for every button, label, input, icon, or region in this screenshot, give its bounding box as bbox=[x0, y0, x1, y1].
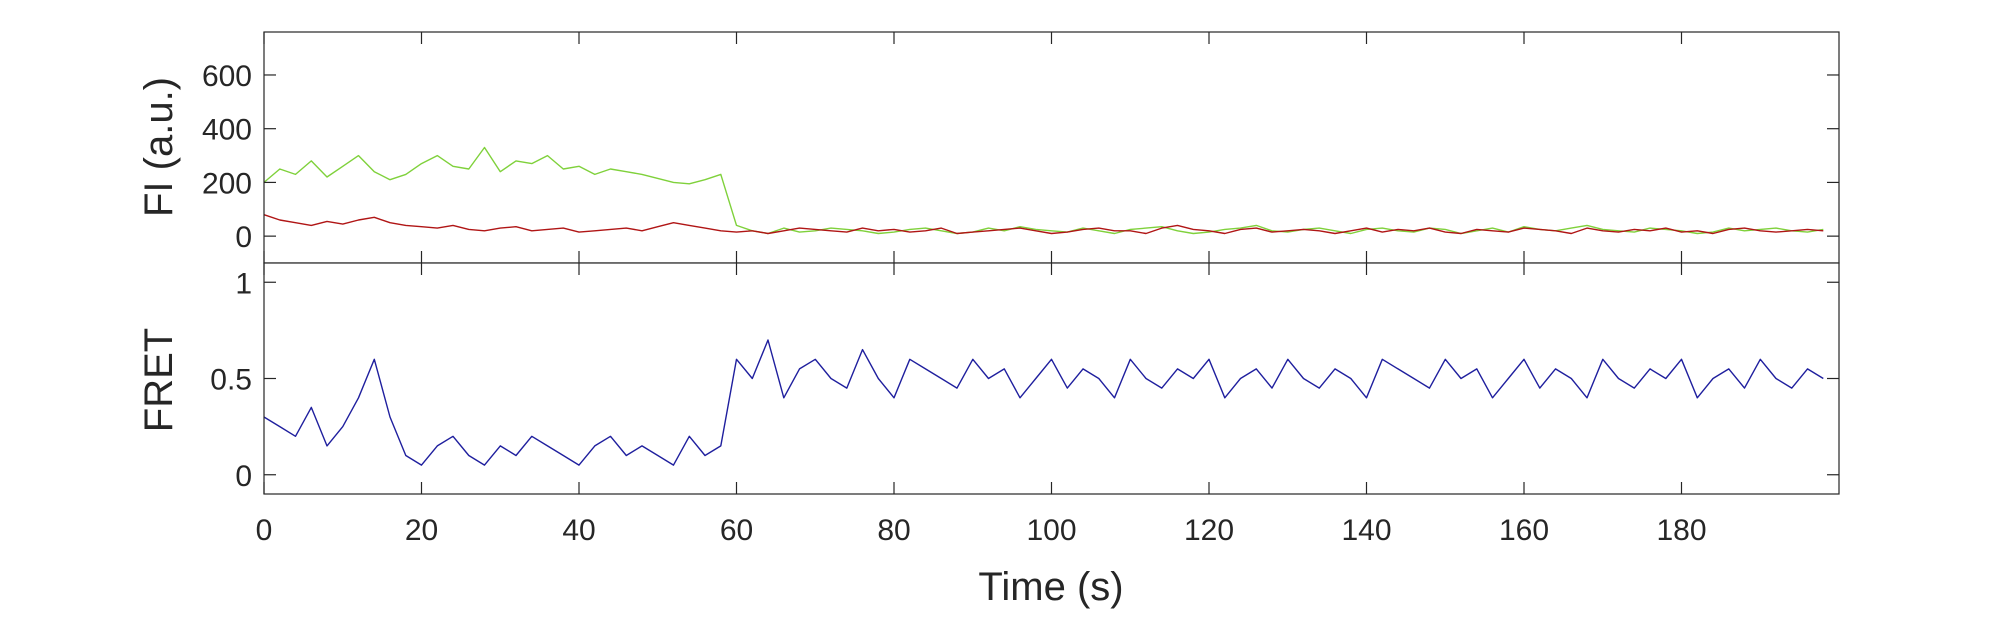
x-tick-label: 80 bbox=[877, 514, 910, 547]
x-tick-label: 100 bbox=[1026, 514, 1076, 547]
x-tick-label: 140 bbox=[1341, 514, 1391, 547]
fret-y-tick-label: 0 bbox=[235, 460, 252, 493]
fluorescence-plot-area bbox=[264, 32, 1839, 263]
fret-y-axis-label: FRET bbox=[137, 328, 181, 432]
x-tick-label: 60 bbox=[720, 514, 753, 547]
x-tick-label: 120 bbox=[1184, 514, 1234, 547]
fret-y-tick-label: 0.5 bbox=[210, 364, 252, 397]
fret-y-tick-label: 1 bbox=[235, 267, 252, 300]
time-axis: 0 20 40 60 80 100 120 140 160 180 bbox=[256, 514, 1707, 547]
fluorescence-y-tick-label: 600 bbox=[202, 60, 252, 93]
fret-series-group bbox=[263, 339, 1824, 466]
fret-plot-frame bbox=[263, 262, 1840, 495]
fluorescence-y-tick-label: 0 bbox=[235, 221, 252, 254]
fluorescence-axes: 0 200 400 600 bbox=[202, 32, 1839, 263]
fluorescence-series-line-1 bbox=[263, 146, 1824, 235]
fret-series-line-1 bbox=[263, 339, 1824, 466]
x-tick-label: 0 bbox=[256, 514, 273, 547]
x-tick-label: 180 bbox=[1656, 514, 1706, 547]
fret-axes: 00.51 bbox=[210, 263, 1839, 494]
fret-panel: 00.51 FRET bbox=[137, 262, 1840, 495]
fluorescence-series-group bbox=[263, 146, 1824, 235]
fluorescence-series-line-2 bbox=[263, 214, 1824, 235]
x-tick-label: 20 bbox=[405, 514, 438, 547]
x-axis-label: Time (s) bbox=[978, 565, 1123, 609]
fret-plot-area bbox=[264, 263, 1839, 494]
x-tick-label: 160 bbox=[1499, 514, 1549, 547]
fluorescence-y-axis-label: FI (a.u.) bbox=[137, 77, 181, 217]
x-tick-label: 40 bbox=[562, 514, 595, 547]
fluorescence-y-tick-label: 200 bbox=[202, 167, 252, 200]
fluorescence-panel: 0 200 400 600 FI (a.u.) bbox=[137, 31, 1840, 264]
fluorescence-y-tick-label: 400 bbox=[202, 114, 252, 147]
